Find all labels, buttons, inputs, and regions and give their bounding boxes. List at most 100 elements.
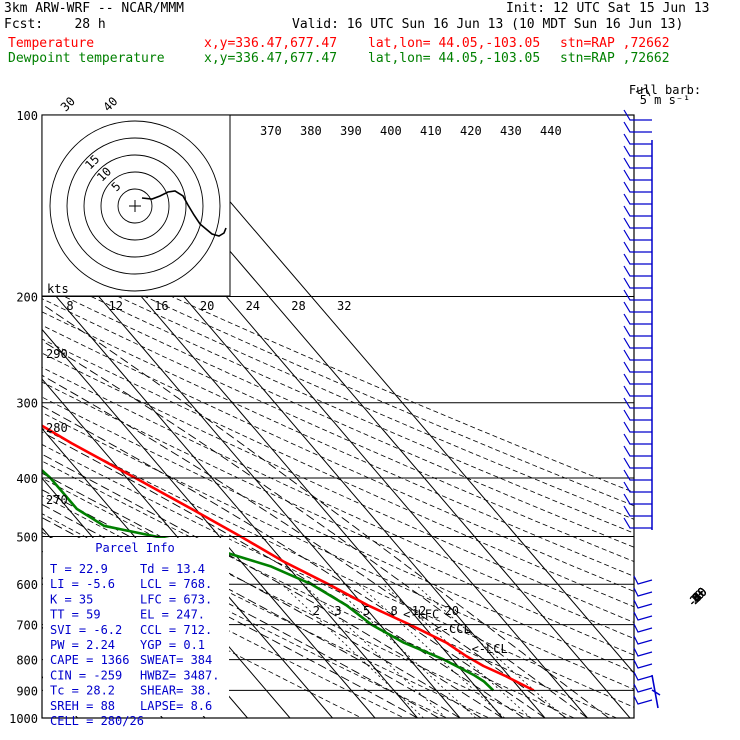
mixing-ratio-label: 8 <box>390 604 397 618</box>
pressure-label: 600 <box>16 578 38 592</box>
hodograph-ring <box>66 137 204 275</box>
hodograph-speed-tick: 24 <box>246 299 260 313</box>
wind-barb <box>623 277 652 289</box>
hodograph-speed-tick: 20 <box>200 299 214 313</box>
plot-frame <box>41 114 635 719</box>
dry-adiabat <box>42 298 634 562</box>
wind-barb <box>623 313 652 325</box>
forecast-hour: Fcst: 28 h <box>4 17 106 32</box>
theta-label: 410 <box>420 124 442 138</box>
wind-barb-legend-sample <box>635 87 651 97</box>
mixing-ratio-line <box>358 583 505 718</box>
parcel-info-right: EL = 247. <box>140 608 205 622</box>
dry-adiabat <box>42 444 618 718</box>
wind-barb-legend-unit: 5 m s⁻¹ <box>640 93 691 107</box>
pressure-label: 900 <box>16 684 38 698</box>
dewpoint-legend-station: stn=RAP ,72662 <box>560 51 670 66</box>
wind-barb <box>623 289 652 301</box>
parcel-info-left: SREH = 88 <box>50 699 115 713</box>
parcel-info-right: Td = 13.4 <box>140 562 205 576</box>
wind-barb <box>623 373 652 385</box>
wind-barb <box>623 121 652 133</box>
wind-barb <box>633 647 653 657</box>
wind-barb <box>623 253 652 265</box>
dry-adiabat <box>42 352 634 623</box>
mixing-ratio-label: 5 <box>363 604 370 618</box>
wind-barb <box>623 361 652 373</box>
wind-barb <box>623 445 652 457</box>
parcel-info-right: HWBZ= 3487. <box>140 668 219 682</box>
wind-barb <box>623 421 652 433</box>
temperature-legend-xy: x,y=336.47,677.47 <box>204 36 338 51</box>
hodograph-speed-tick: 28 <box>291 299 305 313</box>
wind-barb <box>623 265 652 277</box>
hodograph-speed-tick: 16 <box>154 299 168 313</box>
parcel-info-left: SVI = -6.2 <box>50 623 122 637</box>
parcel-info-right: LAPSE= 8.6 <box>140 699 212 713</box>
level-marker-lcl: <-LCL <box>472 642 508 656</box>
mixing-ratio-line <box>414 583 566 718</box>
wind-barb <box>623 145 652 157</box>
parcel-info-right: LFC = 673. <box>140 592 212 606</box>
wind-barb <box>633 611 653 621</box>
wind-barb-low <box>651 674 661 709</box>
isotherm-line <box>155 115 634 674</box>
wind-barb <box>623 325 652 337</box>
dry-adiabat <box>42 338 634 608</box>
theta-label: 420 <box>460 124 482 138</box>
mixing-ratio-label: 2 <box>313 604 320 618</box>
wind-barb <box>633 635 653 645</box>
mixing-ratio-label: 3 <box>334 604 341 618</box>
parcel-info-right: SWEAT= 384 <box>140 653 212 667</box>
wind-barb <box>633 575 653 585</box>
pressure-label: 800 <box>16 654 38 668</box>
isotherm-line <box>42 328 376 718</box>
parcel-info-left: CIN = -259 <box>50 668 122 682</box>
theta-label: 370 <box>260 124 282 138</box>
wind-barb <box>623 181 652 193</box>
valid-time: Valid: 16 UTC Sun 16 Jun 13 (10 MDT Sun … <box>292 17 684 32</box>
isotherm-line <box>42 279 418 718</box>
wind-barb <box>623 241 652 253</box>
theta-label: 430 <box>500 124 522 138</box>
dewpoint-legend-latlon: lat,lon= 44.05,-103.05 <box>368 51 541 66</box>
wind-barb <box>623 493 652 505</box>
theta-label: 280 <box>46 421 68 435</box>
wind-barb-legend-label: Full barb: <box>629 83 701 97</box>
hodograph-ring <box>100 171 170 241</box>
dry-adiabat <box>42 427 634 708</box>
hodograph-ring <box>117 188 153 224</box>
hodograph-ring <box>49 120 221 292</box>
wind-barb <box>623 517 652 529</box>
dry-adiabat <box>42 531 406 718</box>
dry-adiabat <box>42 460 576 718</box>
parcel-info-left: K = 35 <box>50 592 93 606</box>
dry-adiabat <box>42 260 634 520</box>
dry-adiabat <box>42 550 363 718</box>
hodograph-speed-tick: 12 <box>108 299 122 313</box>
temperature-profile <box>42 424 535 692</box>
isotherm-line <box>42 378 333 718</box>
dry-adiabat <box>42 366 634 639</box>
wind-barb <box>623 193 652 205</box>
parcel-info-left: PW = 2.24 <box>50 638 115 652</box>
pressure-label: 200 <box>16 291 38 305</box>
hodograph-ring <box>83 154 187 258</box>
level-marker-ccl: <-CCL <box>435 622 471 636</box>
theta-label: 390 <box>340 124 362 138</box>
moist-adiabat <box>42 453 503 718</box>
hodograph-speed-axis-label: kts <box>47 282 69 296</box>
isotherm-label: 30 <box>58 94 78 114</box>
wind-barb <box>633 695 653 705</box>
wind-barb <box>623 385 652 397</box>
wind-barb <box>623 349 652 361</box>
parcel-info-left: CELL = 280/26 <box>50 714 144 728</box>
level-marker-lfc: <-LFC <box>403 607 439 621</box>
parcel-info-left: T = 22.9 <box>50 562 108 576</box>
wind-barb <box>623 109 652 121</box>
mixing-ratio-label: 12 <box>412 604 426 618</box>
pressure-label: 1000 <box>9 712 38 726</box>
parcel-info-right: SHEAR= 38. <box>140 684 212 698</box>
wind-barb <box>623 505 652 517</box>
